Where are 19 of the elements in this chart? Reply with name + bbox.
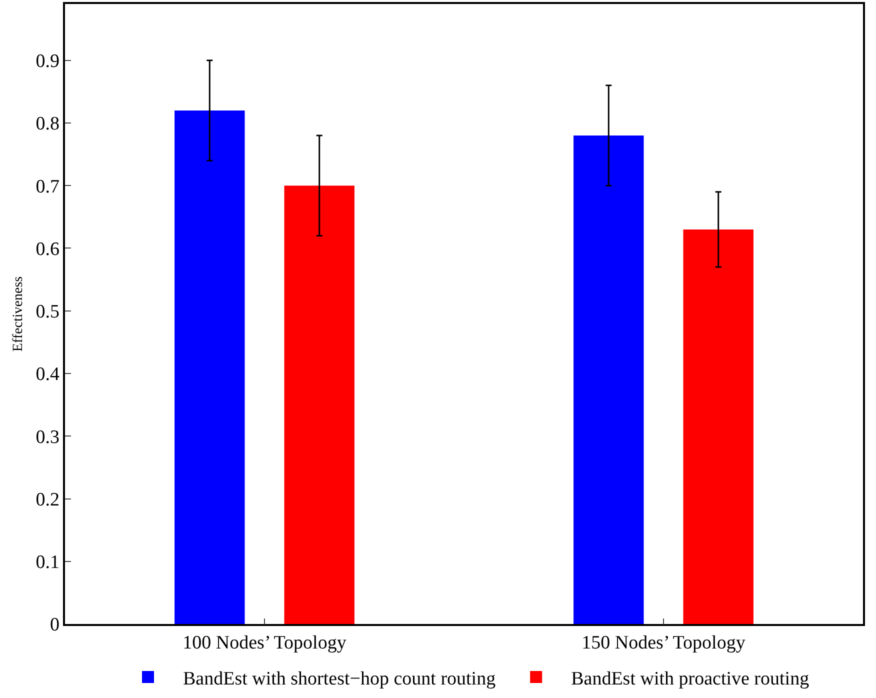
bar bbox=[683, 229, 754, 624]
y-tick-label: 0 bbox=[50, 614, 60, 636]
bar bbox=[174, 110, 245, 624]
y-axis-title: Effectiveness bbox=[10, 276, 26, 352]
y-tick-label: 0.9 bbox=[36, 51, 60, 72]
x-tick-label: 100 Nodes’ Topology bbox=[182, 632, 347, 654]
legend-label: BandEst with proactive routing bbox=[571, 668, 810, 690]
y-tick-label: 0.6 bbox=[36, 238, 60, 260]
y-tick-label: 0.1 bbox=[36, 552, 60, 574]
y-tick-label: 0.3 bbox=[36, 426, 60, 448]
x-tick-label: 150 Nodes’ Topology bbox=[582, 632, 746, 654]
y-tick-label: 0.8 bbox=[36, 114, 60, 135]
y-tick-label: 0.2 bbox=[36, 489, 60, 510]
bar bbox=[284, 186, 354, 624]
y-tick-label: 0.5 bbox=[36, 302, 60, 323]
legend-label: BandEst with shortest−hop count routing bbox=[183, 668, 496, 690]
y-tick-label: 0.4 bbox=[36, 364, 60, 386]
y-tick-label: 0.7 bbox=[36, 176, 60, 198]
bar bbox=[574, 136, 644, 624]
